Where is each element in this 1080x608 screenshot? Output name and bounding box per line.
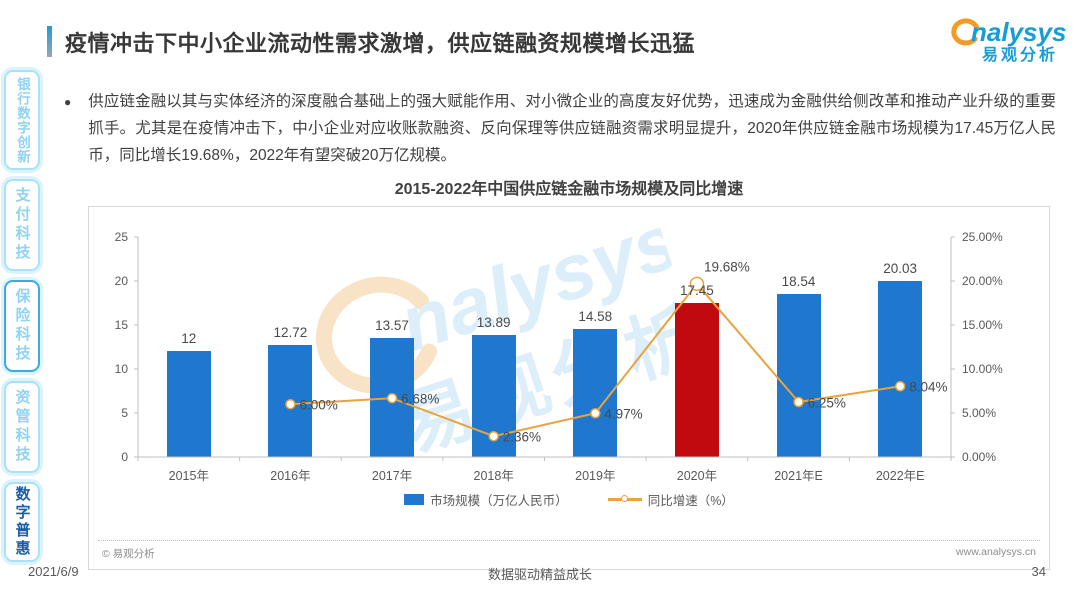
source-divider [98, 540, 1040, 541]
y-axis-right-tick: 15.00% [962, 318, 1003, 332]
bar-value-label: 12 [181, 331, 197, 347]
line-point-2018年 [488, 430, 499, 442]
line-point-2017年 [386, 392, 398, 404]
line-point-2016年 [285, 398, 296, 410]
line-value-label: 6.00% [299, 397, 338, 413]
line-value-label: 4.97% [604, 406, 643, 422]
growth-line-layer [134, 236, 955, 461]
bar-2022年E [878, 280, 923, 457]
page-footer: 2021/6/9 数据驱动精益成长 34 [0, 564, 1080, 584]
analysys-logo: nalysys 易观分析 [944, 6, 1076, 69]
sidebar-item-payment-tech[interactable]: 支付科技 [4, 179, 40, 271]
legend-bar-swatch-icon [404, 494, 425, 505]
source-note: © 易观分析 [102, 548, 155, 560]
bar-value-label: 14.58 [578, 308, 613, 324]
sidebar-item-insurance-tech[interactable]: 保险科技 [4, 280, 40, 372]
x-axis-label: 2017年 [371, 469, 413, 483]
legend-line-marker-icon [607, 495, 642, 502]
bar-2015年 [166, 351, 211, 457]
bar-value-label: 17.45 [680, 283, 714, 299]
line-point-2019年 [590, 408, 601, 419]
footer-date: 2021/6/9 [28, 564, 79, 579]
analysys-logo-graphic: nalysys 易观分析 [951, 17, 1066, 64]
page-title: 疫情冲击下中小企业流动性需求激增，供应链融资规模增长迅猛 [65, 31, 696, 56]
logo-cn-text: 易观分析 [982, 45, 1058, 64]
bar-value-label: 12.72 [273, 325, 308, 341]
bar-value-label: 20.03 [883, 260, 918, 276]
line-value-label: 6.68% [401, 391, 440, 407]
page-number: 34 [1031, 564, 1046, 579]
footer-slogan: 数据驱动精益成长 [487, 567, 592, 582]
sidebar-item-bank-digital-innovation[interactable]: 银行数字创新 [4, 70, 40, 170]
y-axis-left-tick: 0 [121, 450, 128, 464]
bar-value-label: 18.54 [781, 273, 816, 289]
chart-title: 2015-2022年中国供应链金融市场规模及同比增速 [394, 181, 744, 198]
legend-label-growth: 同比增速（%） [647, 494, 734, 508]
legend-item-market-size: 市场规模（万亿人民币） [404, 490, 568, 509]
legend-label-market-size: 市场规模（万亿人民币） [430, 494, 568, 508]
y-axis-left-tick: 10 [114, 362, 128, 376]
y-axis-right-tick: 0.00% [962, 450, 997, 464]
x-axis-label: 2021年E [774, 469, 823, 483]
line-value-label: 19.68% [703, 259, 750, 275]
line-value-label: 8.04% [909, 379, 948, 395]
line-value-label: 2.36% [502, 429, 541, 445]
source-row: © 易观分析 www.analysys.cn [102, 546, 1036, 561]
x-axis-labels: 2015年 2016年 2017年 2018年 2019年 2020年 2021年E 2022… [138, 465, 951, 484]
y-axis-left-tick: 5 [121, 406, 128, 420]
title-accent-bar [47, 26, 52, 57]
x-axis-label: 2018年 [473, 469, 514, 483]
y-axis-right-tick: 20.00% [962, 274, 1003, 288]
header: 疫情冲击下中小企业流动性需求激增，供应链融资规模增长迅猛 [47, 26, 695, 58]
sidebar-item-digital-inclusion[interactable]: 数字普惠 [4, 482, 40, 562]
logo-wordmark: nalysys [971, 17, 1066, 47]
y-axis-left-tick: 25 [114, 230, 128, 244]
bar-2021年E [776, 293, 821, 457]
x-axis-label: 2015年 [168, 469, 209, 483]
bar-value-label: 13.57 [375, 317, 409, 333]
summary-text: 供应链金融以其与实体经济的深度融合基础上的强大赋能作用、对小微企业的高度友好优势… [88, 93, 1056, 164]
y-axis-right-tick: 5.00% [962, 406, 997, 420]
plot-area: nalysys 易观分析 12 12.72 13.57 13.89 14.58 17.45… [115, 196, 1003, 467]
y-axis-left-tick: 20 [114, 274, 128, 288]
bar-2020年 [674, 303, 719, 457]
bullet-icon: ● [64, 95, 72, 109]
logo-swoosh-icon [951, 18, 980, 46]
source-url[interactable]: www.analysys.cn [956, 546, 1036, 558]
sidebar-item-asset-mgmt-tech[interactable]: 资管科技 [4, 381, 40, 473]
line-point-2022年E [894, 380, 906, 392]
y-axis-right-tick: 25.00% [962, 230, 1003, 244]
chart-panel: nalysys 易观分析 12 12.72 13.57 13.89 14.58 17.45… [88, 196, 1050, 570]
chart-legend: 市场规模（万亿人民币） 同比增速（%） [89, 490, 1049, 509]
x-axis-label: 2019年 [575, 469, 616, 483]
summary-block: ● 供应链金融以其与实体经济的深度融合基础上的强大赋能作用、对小微企业的高度友好… [64, 88, 1056, 169]
y-axis-right-tick: 10.00% [962, 362, 1003, 376]
bar-value-label: 13.89 [476, 314, 511, 330]
sidebar: 银行数字创新 支付科技 保险科技 资管科技 数字普惠 [2, 70, 40, 562]
line-value-label: 6.25% [807, 395, 846, 411]
line-point-2020年 [689, 276, 705, 292]
bar-2019年 [573, 328, 618, 457]
x-axis-label: 2020年 [676, 469, 718, 483]
x-axis-label: 2016年 [270, 469, 311, 483]
x-axis-label: 2022年E [875, 469, 925, 483]
line-point-2021年E [793, 396, 804, 408]
y-axis-left-tick: 15 [114, 318, 128, 332]
legend-item-growth: 同比增速（%） [607, 490, 734, 509]
